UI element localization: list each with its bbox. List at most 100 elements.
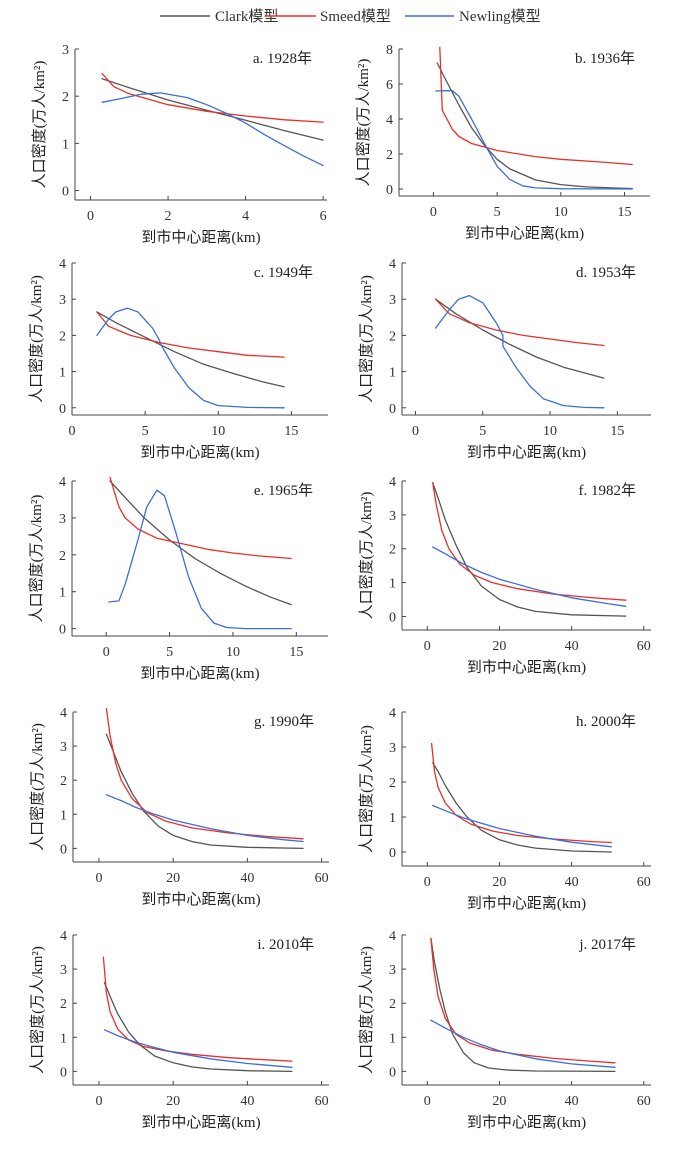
y-tick-label: 0 — [389, 402, 396, 417]
series-line-smeed — [102, 956, 293, 1062]
y-tick-label: 4 — [59, 475, 66, 490]
x-tick-label: 40 — [240, 1094, 254, 1109]
series-line-newling — [435, 90, 633, 190]
y-tick-label: 4 — [389, 475, 396, 490]
y-axis-title: 人口密度(万人/km²) — [355, 59, 372, 187]
panel-b: 0 2 4 6 8 0 5 10 15 到市中心距离(km) 人口密度(万人/km²) b. 1936… — [355, 43, 650, 242]
y-tick-label: 1 — [60, 1031, 67, 1046]
y-tick-label: 2 — [59, 549, 66, 564]
x-tick-label: 60 — [637, 639, 651, 654]
panel-e: 0 1 2 3 4 0 5 10 15 到市中心距离(km) 人口密度(万人/km²) e. 1965… — [28, 475, 328, 682]
x-tick-label: 0 — [424, 639, 431, 654]
x-tick-label: 20 — [166, 871, 180, 886]
y-tick-label: 1 — [59, 586, 66, 601]
y-tick-label: 1 — [59, 366, 66, 381]
y-tick-label: 4 — [386, 113, 393, 128]
y-tick-label: 3 — [60, 740, 67, 755]
y-tick-label: 3 — [389, 509, 396, 524]
y-axis-title: 人口密度(万人/km²) — [28, 275, 45, 403]
legend-label: Newling模型 — [459, 8, 541, 25]
y-tick-label: 4 — [389, 706, 396, 721]
x-tick-label: 40 — [565, 1094, 579, 1109]
panel-title: j. 2017年 — [578, 936, 636, 953]
x-tick-label: 5 — [479, 424, 486, 439]
series-line-smeed — [109, 476, 292, 560]
y-tick-label: 8 — [386, 43, 393, 58]
series-line-smeed — [434, 298, 605, 347]
series-line-newling — [96, 307, 285, 409]
y-tick-label: 2 — [389, 543, 396, 558]
series-line-clark — [432, 482, 627, 617]
y-tick-label: 0 — [389, 846, 396, 861]
y-tick-label: 1 — [389, 366, 396, 381]
panel-title: g. 1990年 — [254, 713, 314, 730]
y-axis-title: 人口密度(万人/km²) — [28, 495, 45, 623]
y-tick-label: 3 — [389, 963, 396, 978]
y-tick-label: 0 — [389, 610, 396, 625]
x-tick-label: 10 — [543, 424, 557, 439]
x-axis-title: 到市中心距离(km) — [140, 444, 259, 461]
series-line-clark — [103, 982, 293, 1073]
x-tick-label: 0 — [95, 871, 102, 886]
series-line-clark — [434, 298, 605, 379]
panel-title: c. 1949年 — [254, 264, 313, 281]
x-tick-label: 15 — [618, 205, 632, 220]
series-line-newling — [105, 794, 304, 843]
panel-title: a. 1928年 — [253, 50, 312, 67]
y-axis-title: 人口密度(万人/km²) — [358, 725, 375, 853]
x-tick-label: 0 — [87, 209, 94, 224]
y-tick-label: 3 — [62, 43, 69, 58]
y-tick-label: 0 — [389, 1065, 396, 1080]
y-tick-label: 0 — [60, 842, 67, 857]
x-tick-label: 60 — [315, 871, 329, 886]
series-line-smeed — [430, 742, 612, 844]
y-tick-label: 2 — [60, 774, 67, 789]
x-tick-label: 10 — [211, 424, 225, 439]
y-tick-label: 2 — [386, 148, 393, 163]
series-line-clark — [430, 937, 616, 1073]
y-tick-label: 3 — [60, 963, 67, 978]
panel-title: h. 2000年 — [576, 713, 636, 730]
legend-label: Clark模型 — [215, 8, 278, 25]
series-line-newling — [434, 294, 605, 409]
y-tick-label: 2 — [389, 997, 396, 1012]
y-tick-label: 0 — [62, 185, 69, 200]
panel-c: 0 1 2 3 4 0 5 10 15 到市中心距离(km) 人口密度(万人/km²) c. 1949… — [28, 257, 328, 461]
y-tick-label: 0 — [59, 402, 66, 417]
x-tick-label: 60 — [637, 875, 651, 890]
y-tick-label: 2 — [60, 997, 67, 1012]
x-tick-label: 10 — [554, 205, 568, 220]
x-tick-label: 40 — [240, 871, 254, 886]
x-tick-label: 15 — [284, 424, 298, 439]
series-line-newling — [432, 546, 627, 607]
y-tick-label: 0 — [386, 183, 393, 198]
series-line-newling — [430, 1019, 616, 1068]
x-tick-label: 20 — [166, 1094, 180, 1109]
series-line-smeed — [432, 482, 627, 601]
y-tick-label: 4 — [60, 929, 67, 944]
x-tick-label: 60 — [315, 1094, 329, 1109]
series-line-smeed — [430, 937, 616, 1064]
x-tick-label: 0 — [103, 645, 110, 660]
legend-label: Smeed模型 — [320, 8, 391, 25]
x-axis-title: 到市中心距离(km) — [467, 444, 586, 461]
y-tick-label: 2 — [59, 329, 66, 344]
series-line-smeed — [439, 46, 633, 166]
y-tick-label: 3 — [389, 741, 396, 756]
x-tick-label: 5 — [142, 424, 149, 439]
series-line-clark — [109, 480, 292, 606]
x-tick-label: 4 — [242, 209, 249, 224]
x-tick-label: 6 — [320, 209, 327, 224]
panel-title: f. 1982年 — [579, 482, 637, 499]
y-axis-title: 人口密度(万人/km²) — [31, 61, 48, 189]
series-line-clark — [436, 62, 633, 190]
x-tick-label: 5 — [494, 205, 501, 220]
series-line-newling — [103, 1029, 293, 1068]
x-tick-label: 0 — [69, 424, 76, 439]
